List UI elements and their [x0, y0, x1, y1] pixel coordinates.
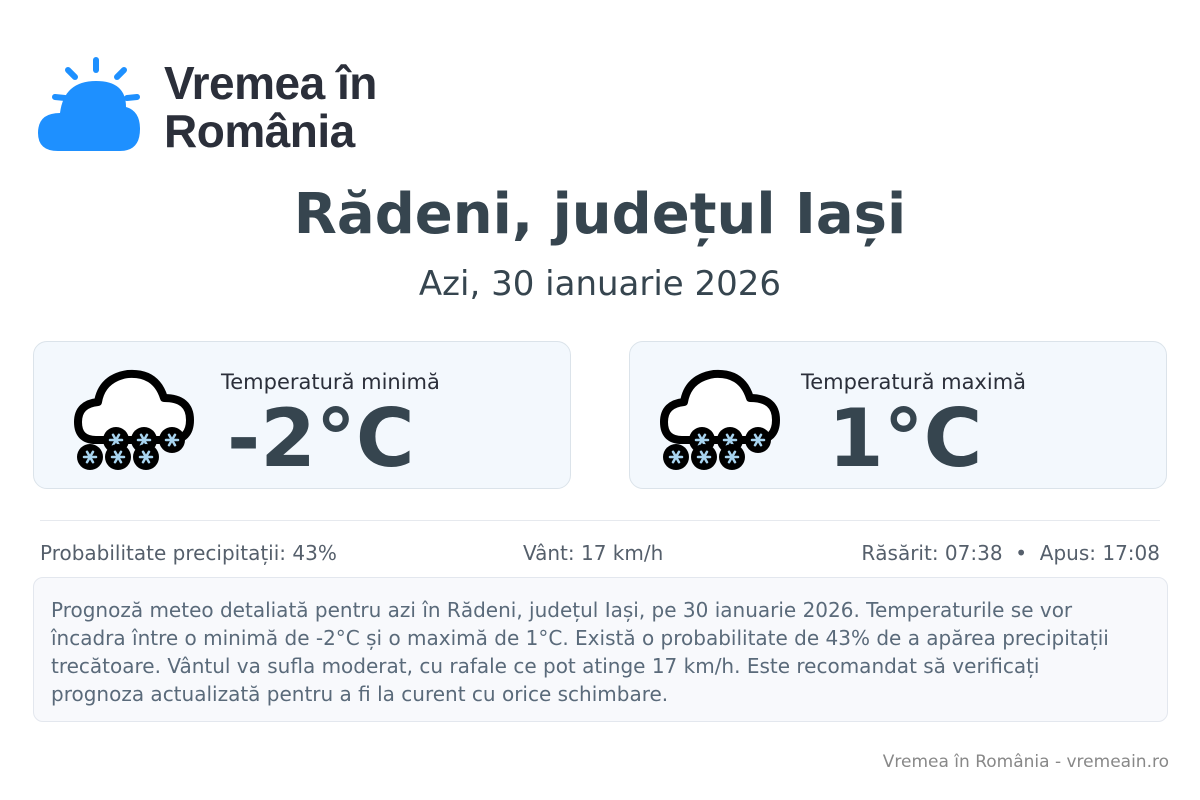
logo: Vremea în România	[38, 55, 438, 155]
divider	[40, 520, 1160, 521]
page-subtitle: Azi, 30 ianuarie 2026	[418, 264, 782, 304]
page-title: Rădeni, județul Iași	[293, 182, 907, 247]
min-temp-card: Temperatură minimă -2°C	[33, 341, 571, 489]
max-temp-label: Temperatură maximă	[801, 370, 1027, 394]
min-temp-label: Temperatură minimă	[221, 370, 440, 394]
wind-stat: Vânt: 17 km/h	[523, 541, 664, 565]
max-temp-value: 1°C	[828, 392, 983, 485]
footer: Vremea în România - vremeain.ro	[882, 752, 1169, 772]
forecast-description: Prognoză meteo detaliată pentru azi în R…	[33, 577, 1168, 722]
snow-cloud-icon	[660, 369, 780, 470]
snow-cloud-icon	[74, 369, 194, 470]
min-temp-value: -2°C	[227, 392, 415, 485]
brand-line2: România	[164, 105, 355, 157]
brand-line1: Vremea în	[164, 57, 377, 109]
precip-stat: Probabilitate precipitații: 43%	[40, 541, 337, 565]
sun-stat: Răsărit: 07:38 • Apus: 17:08	[861, 541, 1160, 565]
sun-cloud-icon	[38, 57, 140, 151]
max-temp-card: Temperatură maximă 1°C	[629, 341, 1167, 489]
